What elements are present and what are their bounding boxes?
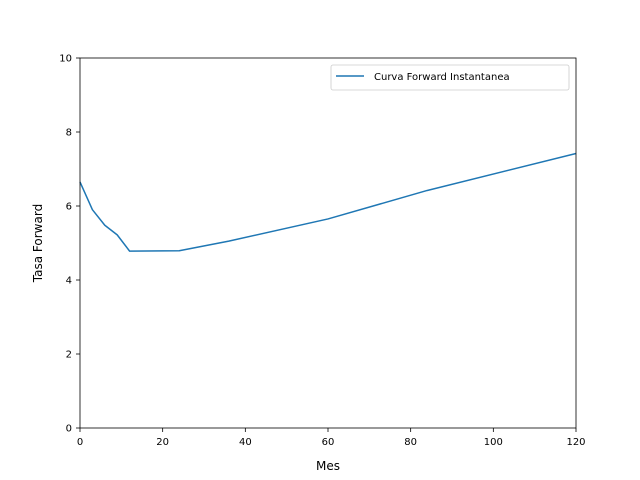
x-tick-label: 80 [404,437,417,448]
plot-area [80,58,576,428]
x-tick-label: 100 [484,437,503,448]
x-axis-ticks: 0 20 40 60 80 100 120 [77,428,586,448]
x-axis-label: Mes [316,459,340,473]
series-line-0 [79,152,577,252]
x-tick-label: 20 [156,437,169,448]
legend-label: Curva Forward Instantanea [374,72,510,83]
legend: Curva Forward Instantanea [330,64,570,91]
legend-box [330,64,570,91]
series-layer [79,152,577,252]
y-tick-label: 6 [66,202,72,213]
x-tick-label: 120 [566,437,585,448]
y-tick-label: 10 [59,54,72,65]
x-tick-label: 0 [77,437,83,448]
y-tick-label: 8 [66,128,72,139]
x-tick-label: 40 [239,437,252,448]
y-tick-label: 0 [66,424,72,435]
y-axis-ticks: 0 2 4 6 8 10 [59,54,80,435]
y-tick-label: 4 [66,276,72,287]
y-axis-label: Tasa Forward [31,204,45,283]
x-tick-label: 60 [322,437,335,448]
y-tick-label: 2 [66,350,72,361]
